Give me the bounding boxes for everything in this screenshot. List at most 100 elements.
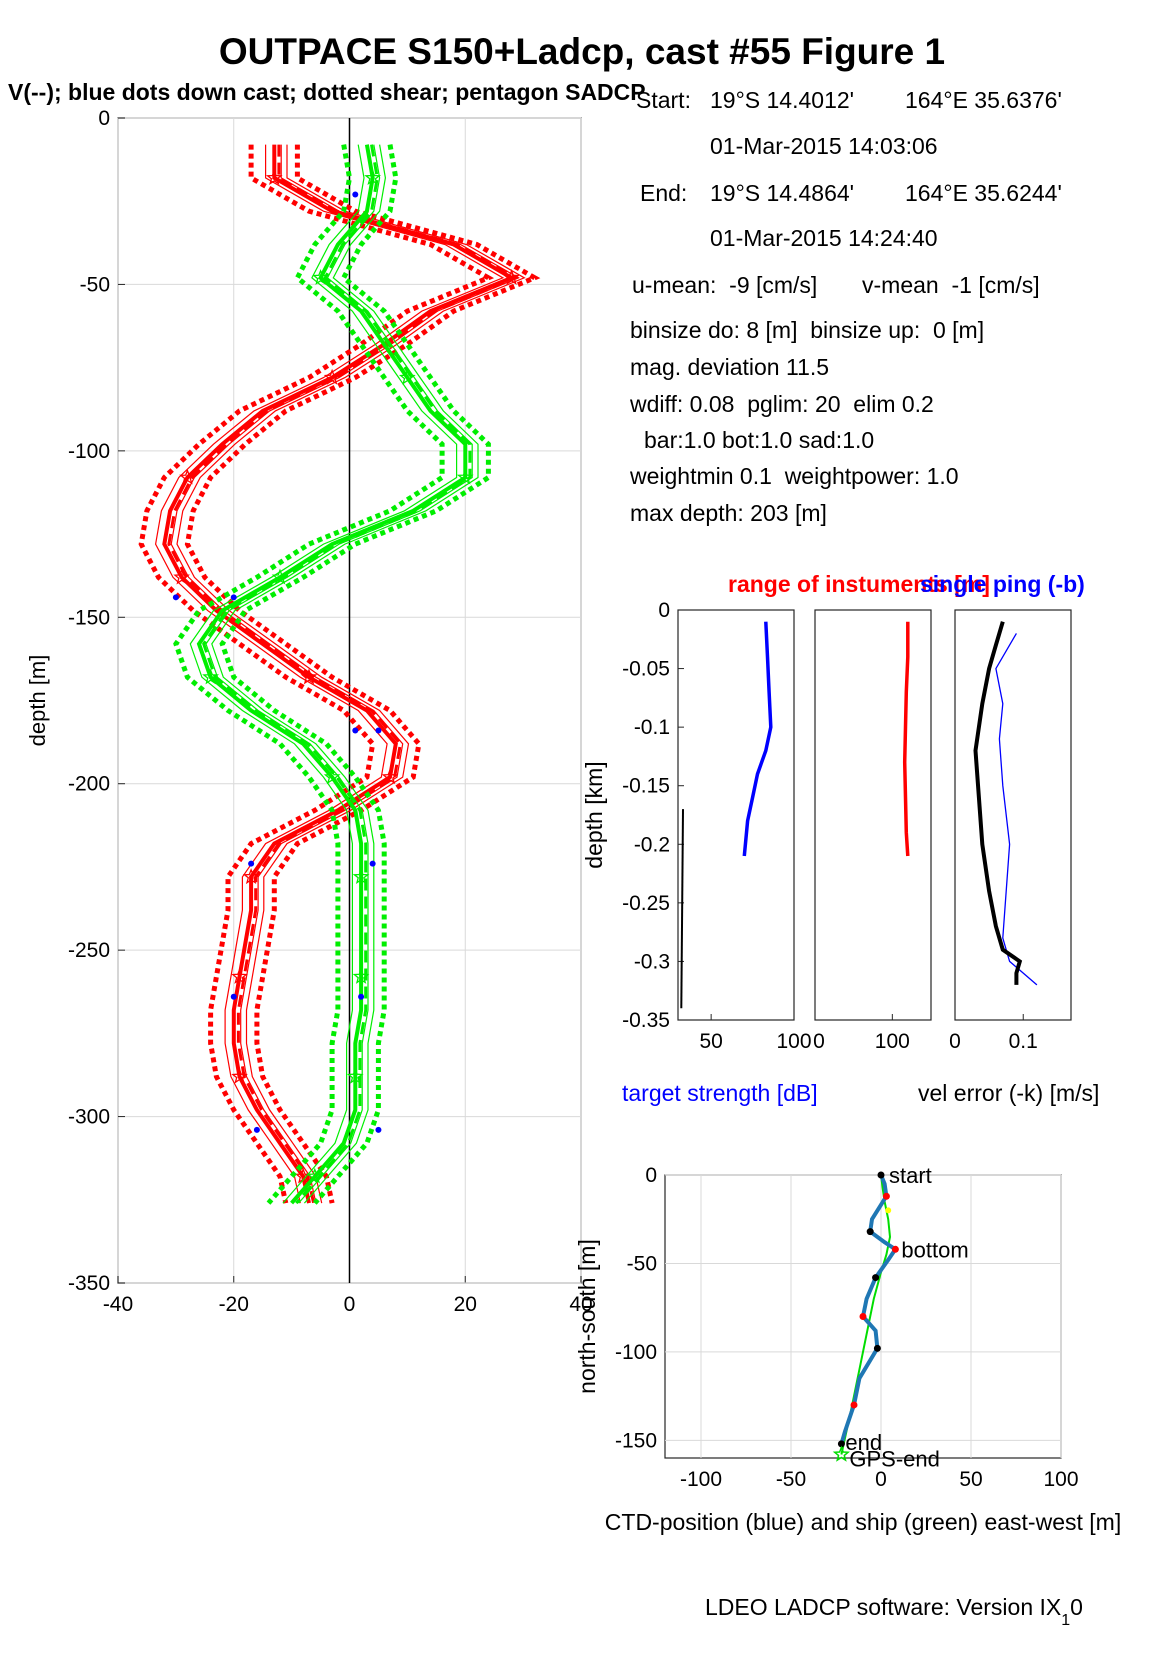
gps-end-label: GPS-end	[849, 1446, 940, 1471]
single-ping-title: single ping (-b)	[920, 571, 1085, 597]
v-star-marker	[399, 368, 416, 385]
pos-xtick-label: -100	[680, 1468, 722, 1491]
v-profile	[196, 144, 468, 1205]
u-star-marker	[231, 968, 248, 984]
v-star-marker	[346, 1067, 364, 1084]
vel-error-xlabel: vel error (-k) [m/s]	[918, 1080, 1099, 1106]
range-plot: 0 100	[813, 609, 932, 1053]
start-time: 01-Mar-2015 14:03:06	[710, 133, 938, 159]
u-star-marker	[231, 1067, 248, 1084]
rng-frame	[814, 609, 932, 1021]
down-cast-dot	[352, 727, 359, 734]
u-profile	[162, 144, 517, 1204]
u-star-marker	[173, 568, 190, 585]
v-shear-right	[219, 144, 491, 1205]
ts-ytick-label: -0.2	[634, 833, 670, 856]
pos-xtick-label: 0	[875, 1468, 887, 1491]
main-ytick-label: -350	[68, 1272, 110, 1295]
main-xtick-label: 0	[344, 1293, 356, 1316]
velocity-error-plot: 0 0.1	[949, 609, 1072, 1053]
pos-ylabel: north-south [m]	[574, 1239, 600, 1394]
binsize: binsize do: 8 [m] binsize up: 0 [m]	[630, 317, 985, 343]
u-star-marker	[381, 768, 399, 785]
down-cast-dot	[230, 594, 237, 601]
main-xtick-label: -40	[103, 1293, 133, 1316]
rng-xtick-label: 100	[875, 1030, 910, 1053]
main-ytick-label: -250	[68, 939, 110, 962]
footer-version-sub: 1	[1061, 1612, 1070, 1629]
ts-ytick-label: -0.05	[622, 658, 670, 681]
range-line	[680, 809, 684, 1009]
main-ylabel: depth [m]	[25, 655, 50, 747]
end-lat: 19°S 14.4864'	[710, 180, 855, 206]
down-cast-dot	[358, 993, 365, 1000]
bar-bot-sad: bar:1.0 bot:1.0 sad:1.0	[644, 427, 875, 453]
start-label: start	[889, 1163, 932, 1188]
weight: weightmin 0.1 weightpower: 1.0	[630, 463, 959, 489]
v-ensemble-0	[189, 144, 458, 1204]
err-xtick-label: 0.1	[1009, 1030, 1038, 1053]
down-cast-dot	[253, 1126, 260, 1133]
start-lat: 19°S 14.4012'	[710, 87, 855, 113]
target-strength-xlabel: target strength [dB]	[622, 1080, 818, 1106]
footer-version-main: LDEO LADCP software: Version IX	[705, 1594, 1061, 1620]
mean-error-line	[973, 621, 1023, 985]
velocity-profile-plot: -40 -20 0 20 400-50-100-150-200-250-300-350d…	[25, 107, 593, 1316]
main-ytick-label: -50	[80, 273, 110, 296]
pos-xtick-label: 50	[959, 1468, 982, 1491]
pos-xtick-label: 100	[1043, 1468, 1078, 1491]
down-cast-dot	[230, 993, 237, 1000]
v-star-marker	[323, 768, 341, 785]
v-star-marker	[202, 668, 220, 685]
position-plot: -100 -50 0 50 100 0 -50 -100 -150 CTD-position (b…	[574, 1163, 1121, 1535]
pos-xlabel: CTD-position (blue) and ship (green) eas…	[605, 1509, 1121, 1535]
main-ytick-label: -100	[68, 440, 110, 463]
main-ytick-label: -150	[68, 606, 110, 629]
rng-xtick-label: 0	[813, 1030, 825, 1053]
u-star-marker	[242, 868, 260, 885]
ctd-position-dot	[859, 1313, 867, 1320]
main-xtick-label: 40	[569, 1293, 592, 1316]
u-star-marker	[179, 468, 196, 485]
err-xtick-label: 0	[949, 1030, 961, 1053]
ts-frame	[677, 609, 795, 1021]
footer-version-end: 0	[1070, 1594, 1083, 1620]
u-mean: u-mean: -9 [cm/s]	[632, 272, 818, 298]
u-star-marker	[323, 368, 341, 385]
bottom-label: bottom	[901, 1237, 968, 1262]
u-shear-right	[184, 144, 541, 1204]
v-star-marker	[456, 468, 474, 485]
pos-ytick-label: -50	[627, 1252, 657, 1275]
range-depth-ylabel: depth [km]	[581, 761, 607, 868]
main-ytick-label: -300	[68, 1106, 110, 1129]
end-label: end	[845, 1430, 882, 1455]
pos-ytick-label: 0	[645, 1164, 657, 1187]
wdiff: wdiff: 0.08 pglim: 20 elim 0.2	[630, 391, 934, 417]
pos-ytick-label: -100	[615, 1341, 657, 1364]
range-title: range of instuments [m]	[728, 571, 990, 597]
ts-ytick-label: 0	[658, 599, 670, 622]
err-frame	[954, 609, 1072, 1021]
u-star-marker	[265, 169, 283, 186]
target-strength-plot: 0 -0.05 -0.1 -0.15 -0.2 -0.25 -0.3 -0.35 50 100	[622, 599, 811, 1053]
down-cast-dot	[172, 594, 179, 601]
end-lon: 164°E 35.6244'	[905, 180, 1062, 206]
end-time: 01-Mar-2015 14:24:40	[710, 225, 938, 251]
u-star-marker	[300, 668, 318, 685]
end-label: End:	[640, 180, 688, 206]
start-lon: 164°E 35.6376'	[905, 87, 1062, 113]
main-xtick-label: -20	[219, 1293, 249, 1316]
range-profile-line	[902, 621, 910, 857]
main-ytick-label: 0	[98, 107, 110, 130]
u-star-marker	[503, 269, 520, 285]
ts-xtick-label: 50	[699, 1030, 722, 1053]
ctd-position-dot	[866, 1228, 874, 1236]
figure-subtitle: V(--); blue dots down cast; dotted shear…	[8, 79, 646, 105]
gps-end-star	[832, 1445, 851, 1462]
down-cast-dot	[248, 860, 255, 867]
u-shear-left	[138, 144, 495, 1204]
ctd-position-dot	[872, 1274, 880, 1282]
down-cast-dot	[352, 191, 359, 198]
v-star-marker	[306, 1167, 324, 1184]
